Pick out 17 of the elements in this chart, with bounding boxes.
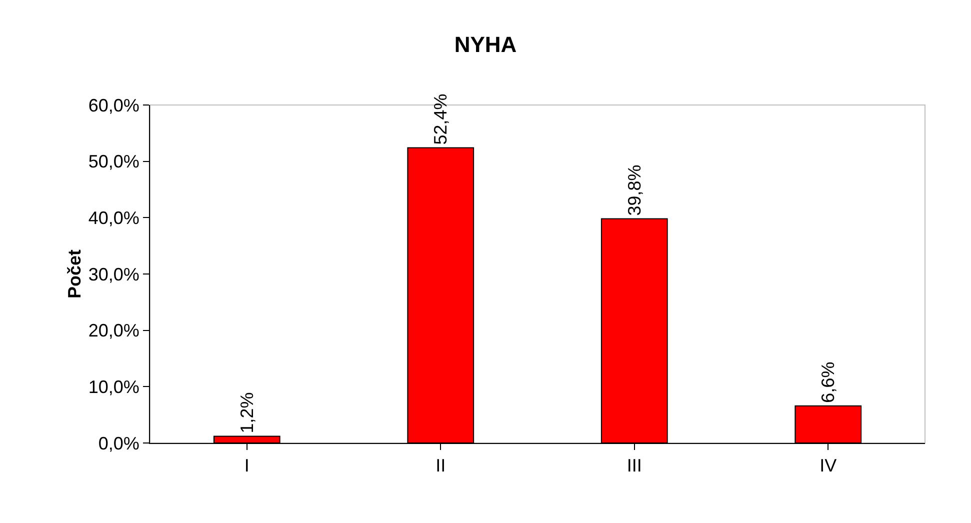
- data-label: 39,8%: [624, 164, 644, 216]
- x-tick-label: IV: [820, 456, 837, 476]
- x-tick-label: I: [244, 456, 250, 476]
- x-tick-label: II: [436, 456, 446, 476]
- data-label: 1,2%: [236, 392, 257, 434]
- y-tick-label: 60,0%: [88, 95, 140, 116]
- y-tick-label: 40,0%: [88, 208, 140, 228]
- y-tick-label: 50,0%: [88, 152, 140, 172]
- chart-title: NYHA: [454, 32, 517, 58]
- x-tick-label: III: [626, 456, 642, 476]
- y-axis-title: Počet: [64, 249, 85, 299]
- y-tick-label: 30,0%: [88, 264, 140, 284]
- y-tick-label: 10,0%: [88, 376, 140, 397]
- data-label: 6,6%: [818, 362, 838, 403]
- y-tick-label: 20,0%: [88, 320, 140, 341]
- data-label: 52,4%: [430, 94, 451, 145]
- y-tick-label: 0,0%: [98, 433, 140, 454]
